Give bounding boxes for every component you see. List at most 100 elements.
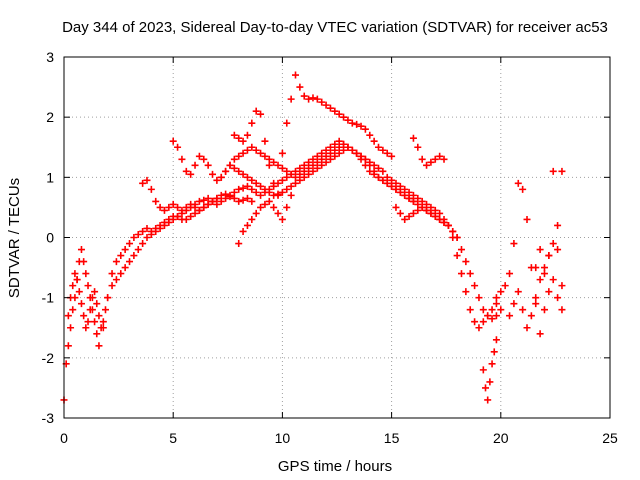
data-point [318, 161, 326, 169]
data-point [335, 137, 343, 145]
data-point [401, 185, 409, 193]
y-tick-label: 1 [46, 169, 54, 185]
data-point [374, 173, 382, 181]
data-point [88, 306, 96, 314]
data-point [139, 227, 147, 235]
data-point [344, 143, 352, 151]
data-point [278, 215, 286, 223]
data-point [235, 197, 243, 205]
data-point [108, 282, 116, 290]
data-point [466, 306, 474, 314]
data-point [174, 143, 182, 151]
data-point [418, 155, 426, 163]
data-point [353, 120, 361, 128]
data-point [195, 206, 203, 214]
data-point [143, 224, 151, 232]
data-point [340, 146, 348, 154]
data-point [230, 155, 238, 163]
data-point [174, 212, 182, 220]
data-point [243, 221, 251, 229]
data-point [71, 294, 79, 302]
data-point [326, 155, 334, 163]
data-point [274, 161, 282, 169]
data-point [340, 113, 348, 121]
data-point [383, 149, 391, 157]
data-point [484, 396, 492, 404]
data-point [248, 185, 256, 193]
data-point [357, 152, 365, 160]
data-point [366, 161, 374, 169]
x-tick-label: 15 [384, 430, 400, 446]
data-point [545, 252, 553, 260]
data-point [178, 206, 186, 214]
data-point [423, 161, 431, 169]
data-point [252, 107, 260, 115]
data-point [436, 209, 444, 217]
data-point [540, 270, 548, 278]
data-point [492, 300, 500, 308]
data-point [252, 179, 260, 187]
data-point [64, 342, 72, 350]
data-point [239, 227, 247, 235]
data-point [506, 270, 514, 278]
data-point [331, 107, 339, 115]
data-point [409, 134, 417, 142]
data-point [200, 155, 208, 163]
data-point [401, 215, 409, 223]
data-point [187, 200, 195, 208]
data-point [414, 143, 422, 151]
data-point [453, 252, 461, 260]
data-point [257, 182, 265, 190]
data-point [160, 206, 168, 214]
data-point [121, 246, 129, 254]
data-point [370, 137, 378, 145]
data-point [252, 188, 260, 196]
data-point [230, 131, 238, 139]
data-point [379, 176, 387, 184]
y-tick-label: -1 [42, 290, 55, 306]
y-tick-label: -3 [42, 410, 55, 426]
data-point [257, 191, 265, 199]
data-point [230, 164, 238, 172]
data-point [326, 143, 334, 151]
data-point [536, 330, 544, 338]
data-point [392, 179, 400, 187]
data-point [492, 336, 500, 344]
data-point [117, 270, 125, 278]
data-point [80, 312, 88, 320]
data-point [143, 176, 151, 184]
data-point [235, 152, 243, 160]
data-point [283, 203, 291, 211]
data-point [490, 348, 498, 356]
data-point [257, 110, 265, 118]
data-point [257, 149, 265, 157]
data-point [134, 230, 142, 238]
data-point [209, 197, 217, 205]
data-point [519, 306, 527, 314]
data-point [318, 98, 326, 106]
data-point [95, 312, 103, 320]
data-point [331, 140, 339, 148]
data-point [182, 167, 190, 175]
data-point [305, 95, 313, 103]
data-point [152, 197, 160, 205]
data-point [130, 234, 138, 241]
data-point [77, 246, 85, 254]
data-point [462, 258, 470, 266]
data-point [278, 188, 286, 196]
data-point [466, 270, 474, 278]
data-point [95, 342, 103, 350]
data-point [482, 384, 490, 392]
data-point [471, 318, 479, 326]
data-point [383, 173, 391, 181]
data-point [396, 209, 404, 217]
data-point [457, 246, 465, 254]
x-tick-label: 25 [602, 430, 618, 446]
data-point [80, 258, 88, 266]
data-point [305, 164, 313, 172]
data-point [143, 234, 151, 241]
data-point [121, 264, 129, 272]
data-point [519, 185, 527, 193]
